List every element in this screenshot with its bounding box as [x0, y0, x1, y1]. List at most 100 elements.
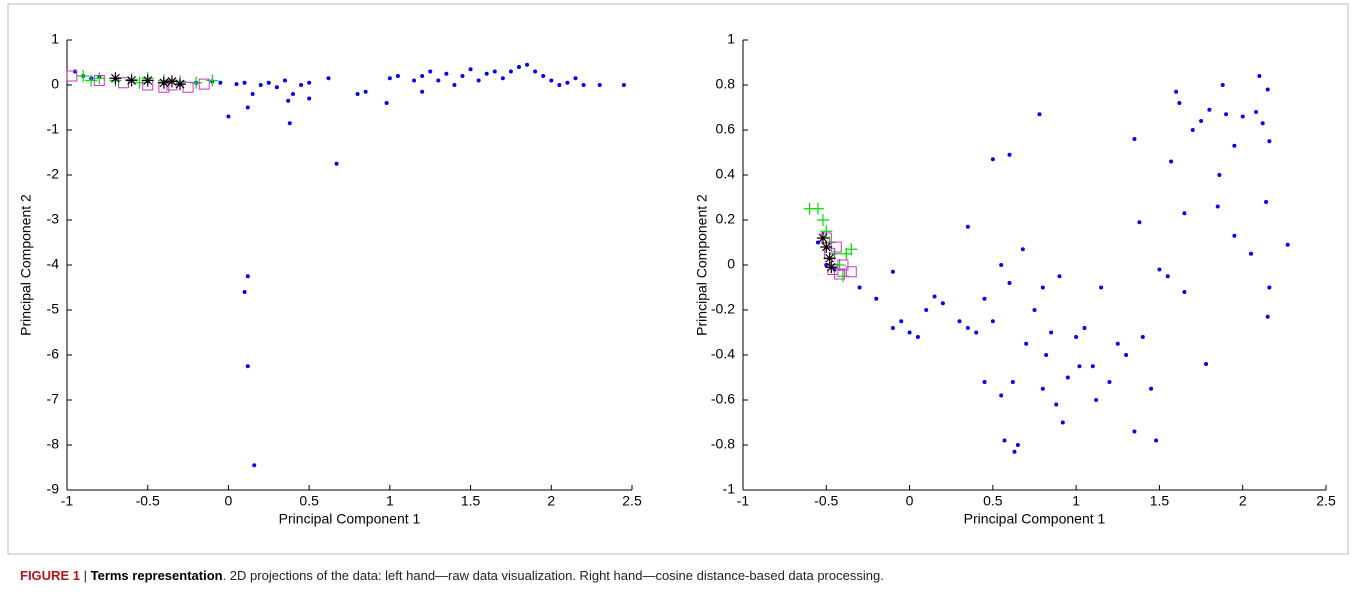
- point: [1207, 107, 1212, 112]
- point: [811, 202, 824, 215]
- x-tick-label: 1.5: [1150, 493, 1170, 509]
- point: [245, 274, 250, 279]
- point: [420, 74, 425, 78]
- point: [307, 96, 312, 101]
- point: [1024, 341, 1029, 346]
- point: [899, 319, 904, 324]
- point: [1265, 87, 1270, 92]
- x-axis-label: Principal Component 1: [279, 511, 421, 527]
- point: [436, 78, 441, 83]
- series: [73, 62, 626, 468]
- point: [557, 83, 562, 87]
- x-tick-label: -0.5: [136, 493, 160, 509]
- point: [830, 241, 842, 253]
- x-tick-label: -0.5: [814, 493, 838, 509]
- point: [982, 380, 987, 384]
- y-tick-label: 0: [51, 76, 59, 92]
- y-tick-label: -0.6: [711, 391, 735, 407]
- point: [990, 319, 995, 324]
- point: [452, 83, 457, 87]
- point: [565, 80, 570, 85]
- point: [924, 308, 929, 312]
- y-tick-label: -4: [47, 256, 60, 272]
- point: [1090, 364, 1095, 369]
- y-axis-label: Principal Component 2: [18, 194, 34, 336]
- point: [250, 92, 255, 96]
- y-tick-label: -0.4: [711, 346, 735, 362]
- point: [282, 78, 287, 83]
- caption-text: . 2D projections of the data: left hand—…: [222, 568, 884, 583]
- point: [840, 247, 853, 260]
- point: [133, 76, 146, 89]
- y-tick-label: 0: [727, 256, 735, 272]
- x-tick-label: 1.5: [461, 493, 481, 509]
- point: [1165, 274, 1170, 279]
- point: [1137, 220, 1142, 225]
- point: [1020, 247, 1025, 252]
- y-tick-label: -7: [47, 391, 60, 407]
- point: [1182, 290, 1187, 294]
- x-tick-label: 0.5: [299, 493, 319, 509]
- point: [245, 364, 250, 369]
- point: [242, 290, 247, 294]
- point: [1015, 443, 1020, 447]
- point: [355, 92, 360, 96]
- point: [258, 83, 263, 87]
- y-tick-label: 1: [51, 31, 59, 47]
- point: [1115, 341, 1120, 346]
- point: [1249, 251, 1254, 256]
- x-tick-label: 0.5: [983, 493, 1003, 509]
- x-tick-label: 1: [1072, 493, 1080, 509]
- point: [1149, 386, 1154, 391]
- point: [533, 69, 538, 74]
- y-tick-label: 0.4: [716, 166, 736, 182]
- point: [460, 74, 465, 78]
- y-tick-label: 0.2: [716, 211, 736, 227]
- point: [286, 98, 291, 103]
- point: [1264, 200, 1269, 204]
- x-axis-label: Principal Component 1: [964, 511, 1106, 527]
- point: [157, 76, 170, 89]
- point: [363, 89, 368, 94]
- y-tick-label: -6: [47, 346, 60, 362]
- point: [940, 301, 945, 306]
- point: [1040, 285, 1045, 290]
- point: [468, 67, 473, 72]
- point: [517, 65, 521, 69]
- series: [109, 72, 186, 91]
- point: [428, 69, 433, 74]
- point: [141, 74, 154, 87]
- point: [1267, 285, 1272, 290]
- y-tick-label: -1: [47, 121, 60, 137]
- point: [1077, 364, 1082, 369]
- point: [1044, 353, 1049, 357]
- point: [326, 76, 331, 81]
- point: [508, 69, 513, 74]
- point: [1265, 314, 1270, 319]
- point: [1199, 119, 1204, 123]
- point: [1054, 402, 1059, 407]
- point: [1182, 211, 1187, 216]
- point: [1204, 362, 1209, 366]
- point: [965, 224, 970, 229]
- point: [198, 78, 210, 90]
- point: [1007, 281, 1012, 285]
- point: [412, 78, 417, 83]
- point: [621, 83, 626, 87]
- point: [234, 82, 239, 87]
- point: [974, 330, 979, 335]
- point: [1215, 204, 1220, 209]
- y-tick-label: 0.8: [716, 76, 736, 92]
- y-axis-label: Principal Component 2: [694, 194, 710, 336]
- point: [218, 80, 223, 85]
- y-tick-label: -2: [47, 166, 60, 182]
- point: [85, 74, 98, 87]
- point: [816, 232, 829, 244]
- point: [825, 261, 838, 274]
- point: [1060, 420, 1065, 425]
- point: [1032, 308, 1037, 312]
- point: [77, 70, 90, 82]
- point: [299, 83, 304, 87]
- series: [815, 74, 1290, 454]
